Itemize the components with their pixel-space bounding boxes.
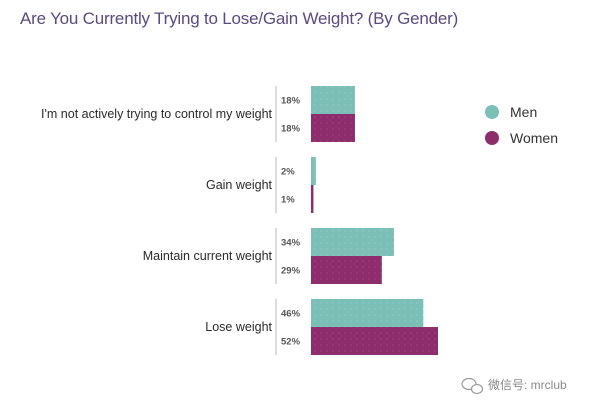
legend: Men Women [485, 104, 558, 146]
bar-women-1 [311, 185, 314, 213]
bar-women-2 [311, 256, 382, 284]
wechat-icon [461, 377, 484, 395]
watermark-text: 微信号: mrclub [488, 378, 567, 392]
value-label: 2% [281, 167, 295, 178]
legend-label: Men [510, 104, 537, 120]
value-label: 29% [281, 266, 301, 277]
value-label: 18% [281, 124, 301, 135]
bar-men-1 [311, 157, 316, 185]
bar-men-2 [311, 228, 395, 256]
chart-title: Are You Currently Trying to Lose/Gain We… [20, 9, 459, 28]
bar-men-0 [311, 86, 355, 114]
value-label: 18% [281, 96, 301, 107]
value-label: 52% [281, 337, 301, 348]
legend-swatch-women [485, 131, 499, 145]
bar-women-0 [311, 114, 355, 142]
value-label: 46% [281, 309, 301, 320]
bar-women-3 [311, 327, 438, 355]
bar-men-3 [311, 299, 424, 327]
watermark: 微信号: mrclub [461, 377, 567, 395]
category-label: Lose weight [205, 320, 272, 334]
category-label: Gain weight [206, 178, 273, 192]
category-label: Maintain current weight [143, 249, 273, 263]
value-label: 1% [281, 195, 295, 206]
category-label: I'm not actively trying to control my we… [41, 107, 272, 121]
plot-area: I'm not actively trying to control my we… [41, 86, 438, 355]
legend-swatch-men [485, 105, 499, 119]
value-label: 34% [281, 238, 301, 249]
legend-label: Women [510, 130, 558, 146]
